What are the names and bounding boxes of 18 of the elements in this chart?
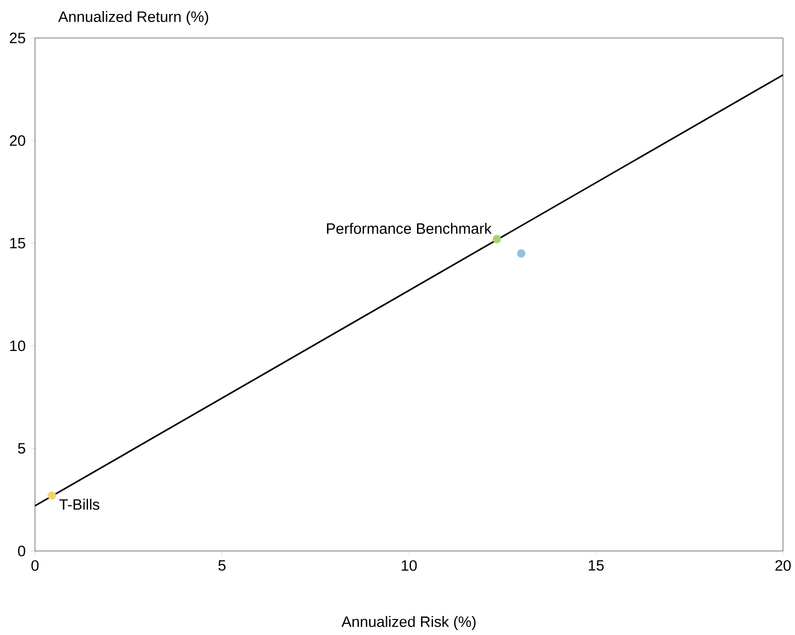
- point: [517, 249, 526, 258]
- x-tick-label: 20: [775, 560, 791, 571]
- y-tick-label: 5: [18, 443, 26, 454]
- y-tick-label: 10: [10, 340, 26, 352]
- point: [48, 491, 56, 500]
- x-tick-label: 0: [31, 560, 39, 571]
- x-tick-label: 10: [402, 560, 417, 571]
- x-axis-title: Annualized Risk (%): [342, 616, 476, 630]
- annotation: Performance Benchmark: [327, 222, 492, 234]
- y-tick-label: 0: [18, 546, 26, 556]
- annotation: T-Bills: [59, 498, 100, 510]
- point: [492, 234, 502, 244]
- y-tick-label: 15: [10, 238, 26, 248]
- y-tick-label: 20: [10, 135, 26, 146]
- y-tick-label: 25: [10, 32, 26, 44]
- y-axis-title: Annualized Return (%): [58, 11, 208, 25]
- x-tick-label: 5: [218, 560, 226, 571]
- x-tick-label: 15: [588, 560, 604, 571]
